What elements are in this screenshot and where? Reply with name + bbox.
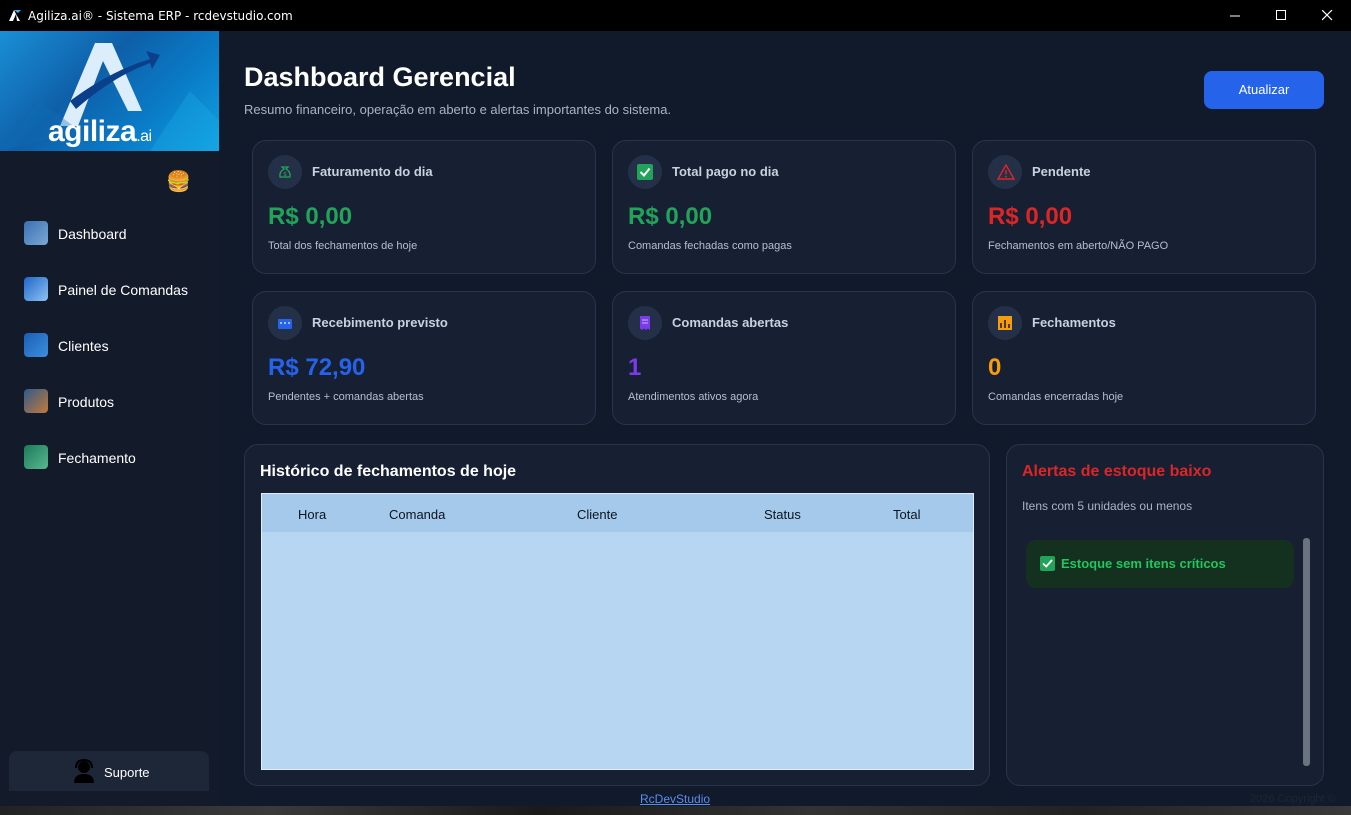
card-description: Comandas fechadas como pagas <box>628 240 792 252</box>
headset-icon <box>74 758 94 783</box>
maximize-button[interactable] <box>1259 0 1305 31</box>
logo-wordmark: agiliza.ai <box>48 115 152 148</box>
sidebar-item-label: Painel de Comandas <box>58 282 188 298</box>
money-bag-icon: $ <box>268 155 302 189</box>
refresh-button[interactable]: Atualizar <box>1204 71 1324 109</box>
card-comandas-abertas: Comandas abertas 1 Atendimentos ativos a… <box>612 291 956 425</box>
history-table[interactable]: Hora Comanda Cliente Status Total <box>261 493 974 770</box>
sidebar-item-clientes[interactable]: Clientes <box>24 331 214 359</box>
brand-logo: agiliza.ai <box>0 31 219 151</box>
history-title: Histórico de fechamentos de hoje <box>260 463 517 480</box>
card-value: R$ 72,90 <box>268 354 366 381</box>
alerts-scrollbar[interactable] <box>1303 538 1310 766</box>
card-title: Fechamentos <box>1032 315 1116 330</box>
close-icon <box>1322 10 1333 21</box>
stock-ok-message: Estoque sem itens críticos <box>1026 540 1294 588</box>
card-faturamento-dia: $ Faturamento do dia R$ 0,00 Total dos f… <box>252 140 596 274</box>
card-title: Pendente <box>1032 164 1091 179</box>
card-title: Total pago no dia <box>672 164 779 179</box>
clients-icon <box>24 333 48 357</box>
copyright-text: 2026 Copyright © <box>1250 793 1336 805</box>
card-fechamentos: Fechamentos 0 Comandas encerradas hoje <box>972 291 1316 425</box>
card-recebimento-previsto: Recebimento previsto R$ 72,90 Pendentes … <box>252 291 596 425</box>
card-value: R$ 0,00 <box>628 203 713 230</box>
card-value: R$ 0,00 <box>268 203 353 230</box>
warning-icon <box>988 155 1022 189</box>
check-icon <box>628 155 662 189</box>
stock-ok-label: Estoque sem itens críticos <box>1061 556 1226 571</box>
title-bar: Agiliza.ai® - Sistema ERP - rcdevstudio.… <box>0 0 1351 31</box>
page-subtitle: Resumo financeiro, operação em aberto e … <box>244 102 672 117</box>
sidebar-item-label: Produtos <box>58 394 115 410</box>
orders-panel-icon <box>24 277 48 301</box>
column-header-total[interactable]: Total <box>893 507 921 522</box>
page-title: Dashboard Gerencial <box>244 62 516 92</box>
support-button[interactable]: Suporte <box>9 751 209 791</box>
check-icon <box>1040 556 1055 571</box>
stock-alerts-panel: Alertas de estoque baixo Itens com 5 uni… <box>1006 444 1324 786</box>
logo-arrow-icon <box>0 43 219 151</box>
column-header-comanda[interactable]: Comanda <box>389 507 446 522</box>
card-title: Comandas abertas <box>672 315 789 330</box>
alerts-title: Alertas de estoque baixo <box>1022 463 1212 480</box>
sidebar-item-painel-comandas[interactable]: Painel de Comandas <box>24 275 214 303</box>
card-description: Pendentes + comandas abertas <box>268 391 424 403</box>
sidebar-item-dashboard[interactable]: Dashboard <box>24 219 214 247</box>
card-description: Fechamentos em aberto/NÃO PAGO <box>988 240 1169 252</box>
support-label: Suporte <box>104 765 150 780</box>
column-header-status[interactable]: Status <box>764 507 801 522</box>
bar-chart-icon <box>988 306 1022 340</box>
card-total-pago: Total pago no dia R$ 0,00 Comandas fecha… <box>612 140 956 274</box>
maximize-icon <box>1276 10 1286 20</box>
burger-icon[interactable]: 🍔 <box>166 171 191 193</box>
close-button[interactable] <box>1305 0 1351 31</box>
minimize-button[interactable] <box>1213 0 1259 31</box>
calendar-icon <box>268 306 302 340</box>
column-header-hora[interactable]: Hora <box>298 507 327 522</box>
alerts-subtitle: Itens com 5 unidades ou menos <box>1022 499 1193 513</box>
card-description: Comandas encerradas hoje <box>988 391 1124 403</box>
products-icon <box>24 389 48 413</box>
dashboard-icon <box>24 221 48 245</box>
footer-link[interactable]: RcDevStudio <box>640 792 711 806</box>
background-strip <box>0 806 1351 815</box>
card-title: Recebimento previsto <box>312 315 448 330</box>
sidebar-item-label: Dashboard <box>58 226 127 242</box>
app-logo-icon <box>9 10 21 21</box>
sidebar-item-fechamento[interactable]: Fechamento <box>24 443 214 471</box>
card-value: R$ 0,00 <box>988 203 1073 230</box>
card-title: Faturamento do dia <box>312 164 433 179</box>
svg-text:$: $ <box>283 171 287 178</box>
sidebar: agiliza.ai 🍔 Dashboard Painel de Comanda… <box>0 31 219 815</box>
sidebar-item-label: Clientes <box>58 338 109 354</box>
column-header-cliente[interactable]: Cliente <box>577 507 618 522</box>
history-panel: Histórico de fechamentos de hoje Hora Co… <box>244 444 990 786</box>
sidebar-item-produtos[interactable]: Produtos <box>24 387 214 415</box>
table-header: Hora Comanda Cliente Status Total <box>262 494 973 532</box>
card-description: Total dos fechamentos de hoje <box>268 240 418 252</box>
card-pendente: Pendente R$ 0,00 Fechamentos em aberto/N… <box>972 140 1316 274</box>
card-description: Atendimentos ativos agora <box>628 391 759 403</box>
closing-icon <box>24 445 48 469</box>
window-title: Agiliza.ai® - Sistema ERP - rcdevstudio.… <box>28 9 293 23</box>
card-value: 0 <box>988 354 1002 381</box>
card-value: 1 <box>628 354 642 381</box>
receipt-icon <box>628 306 662 340</box>
sidebar-item-label: Fechamento <box>58 450 136 466</box>
minimize-icon <box>1230 15 1240 17</box>
